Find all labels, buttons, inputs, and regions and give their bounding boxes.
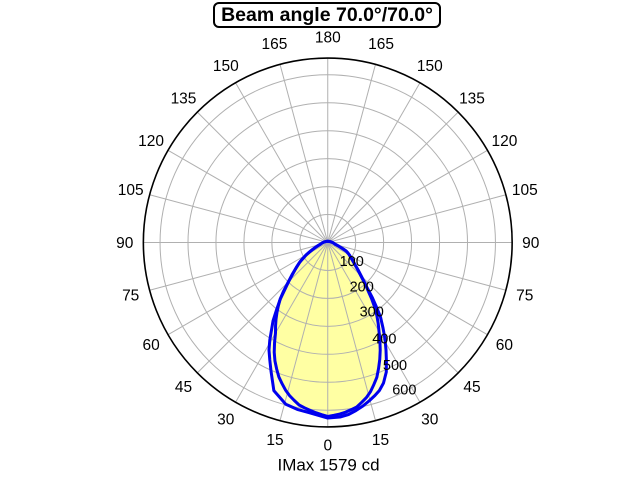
svg-text:45: 45 [175, 379, 192, 396]
svg-text:75: 75 [516, 288, 533, 305]
svg-text:180: 180 [315, 29, 341, 46]
svg-text:90: 90 [116, 235, 134, 252]
svg-text:135: 135 [171, 91, 197, 108]
svg-text:15: 15 [266, 432, 283, 449]
svg-text:100: 100 [340, 254, 364, 270]
svg-text:200: 200 [350, 280, 374, 296]
svg-text:600: 600 [392, 382, 416, 398]
svg-text:105: 105 [118, 182, 144, 199]
svg-text:75: 75 [122, 288, 139, 305]
svg-text:135: 135 [459, 91, 485, 108]
svg-text:150: 150 [213, 58, 239, 75]
svg-text:15: 15 [372, 432, 389, 449]
svg-text:30: 30 [217, 412, 235, 429]
svg-text:90: 90 [522, 235, 540, 252]
svg-text:60: 60 [496, 337, 514, 354]
svg-text:105: 105 [512, 182, 538, 199]
svg-text:60: 60 [142, 337, 160, 354]
svg-text:300: 300 [360, 305, 384, 321]
svg-text:120: 120 [491, 133, 517, 150]
svg-text:165: 165 [261, 36, 287, 53]
svg-text:500: 500 [383, 358, 407, 374]
svg-text:150: 150 [417, 58, 443, 75]
svg-text:30: 30 [421, 412, 439, 429]
svg-text:IMax 1579 cd: IMax 1579 cd [277, 455, 379, 474]
svg-text:165: 165 [368, 36, 394, 53]
svg-text:0: 0 [323, 437, 332, 454]
svg-text:45: 45 [463, 379, 480, 396]
svg-text:400: 400 [372, 331, 396, 347]
svg-text:120: 120 [138, 133, 164, 150]
